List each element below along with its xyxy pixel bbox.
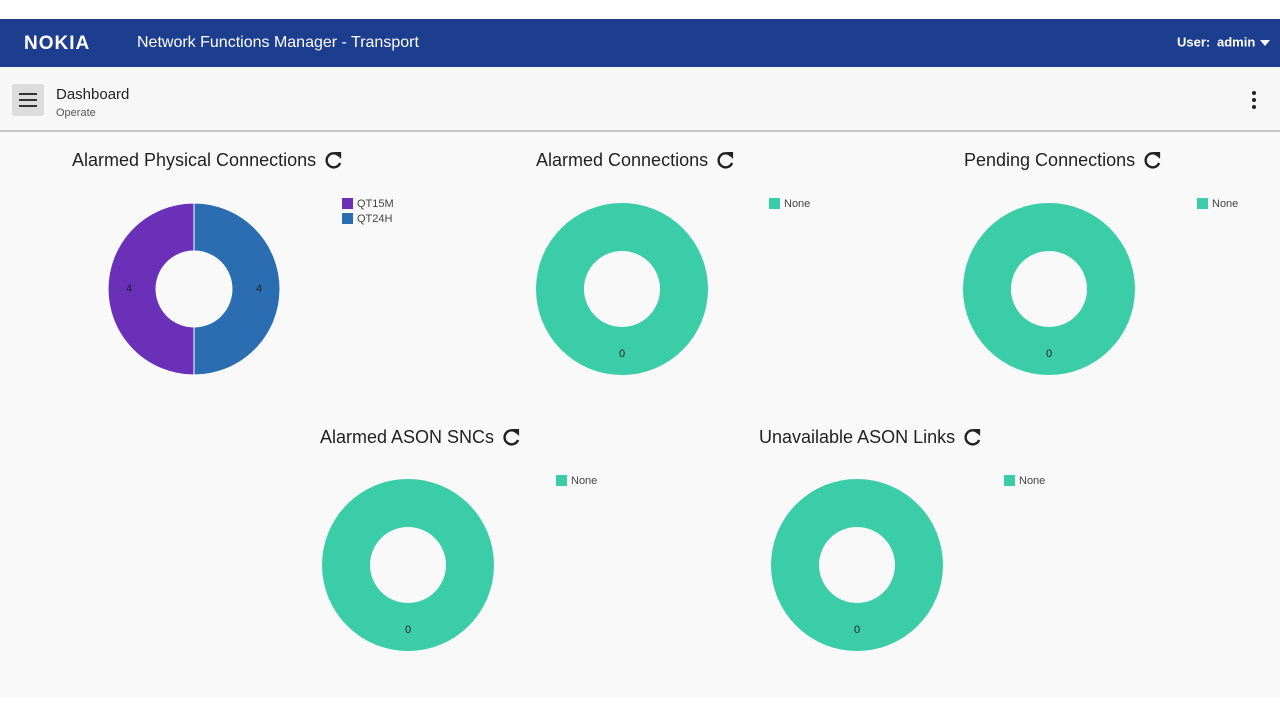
refresh-arrow[interactable] xyxy=(334,152,342,159)
chart-title: Alarmed Physical Connections xyxy=(72,150,316,170)
chart-title: Alarmed Connections xyxy=(536,150,708,170)
refresh-button[interactable] xyxy=(503,429,520,446)
refresh-button[interactable] xyxy=(1144,152,1161,169)
donut-slice xyxy=(193,202,281,376)
page-subtitle: Operate xyxy=(56,107,96,119)
refresh-arrow[interactable] xyxy=(726,152,734,159)
legend-label: None xyxy=(571,475,597,487)
slice-label: 0 xyxy=(619,348,625,360)
legend-label: None xyxy=(784,198,810,210)
app-title: Network Functions Manager - Transport xyxy=(137,34,419,51)
legend-swatch xyxy=(1004,475,1015,486)
chart-panel: Unavailable ASON Links 0 None xyxy=(759,427,1045,651)
legend-swatch xyxy=(769,198,780,209)
slice-label: 4 xyxy=(126,283,132,295)
toolbar xyxy=(0,67,1280,131)
donut-slice xyxy=(771,479,943,651)
donut-slice xyxy=(107,202,195,376)
donut-slice xyxy=(322,479,494,651)
donut-slice xyxy=(536,203,708,375)
legend-swatch xyxy=(342,198,353,209)
legend-label: QT15M xyxy=(357,198,394,210)
chart-panel: Pending Connections 0 None xyxy=(963,150,1238,375)
chart-panel: Alarmed ASON SNCs 0 None xyxy=(320,427,597,651)
legend-label: QT24H xyxy=(357,213,393,225)
menu-icon[interactable] xyxy=(19,93,37,107)
refresh-arrow[interactable] xyxy=(973,429,981,436)
chart-title: Unavailable ASON Links xyxy=(759,427,955,447)
refresh-arrow[interactable] xyxy=(512,429,520,436)
slice-label: 0 xyxy=(854,624,860,636)
refresh-button[interactable] xyxy=(325,152,342,169)
legend-label: None xyxy=(1212,198,1238,210)
brand-logo: NOKIA xyxy=(24,33,90,54)
donut-slice xyxy=(963,203,1135,375)
more-options[interactable] xyxy=(1252,91,1256,109)
legend-swatch xyxy=(556,475,567,486)
page-title: Dashboard xyxy=(56,86,129,103)
chart-title: Pending Connections xyxy=(964,150,1135,170)
slice-label: 0 xyxy=(405,624,411,636)
refresh-arrow[interactable] xyxy=(1153,152,1161,159)
refresh-button[interactable] xyxy=(964,429,981,446)
top-bar xyxy=(0,19,1280,67)
chart-title: Alarmed ASON SNCs xyxy=(320,427,494,447)
slice-label: 0 xyxy=(1046,348,1052,360)
legend-swatch xyxy=(1197,198,1208,209)
refresh-button[interactable] xyxy=(717,152,734,169)
legend-label: None xyxy=(1019,475,1045,487)
user-label: User: xyxy=(1177,34,1210,49)
slice-label: 4 xyxy=(256,283,262,295)
legend-swatch xyxy=(342,213,353,224)
user-menu-caret[interactable] xyxy=(1260,40,1270,46)
chart-panel: Alarmed Connections 0 None xyxy=(536,150,810,375)
user-name[interactable]: admin xyxy=(1217,34,1255,49)
chart-panel: Alarmed Physical Connections 4 4 QT15M QT24H xyxy=(72,150,394,376)
